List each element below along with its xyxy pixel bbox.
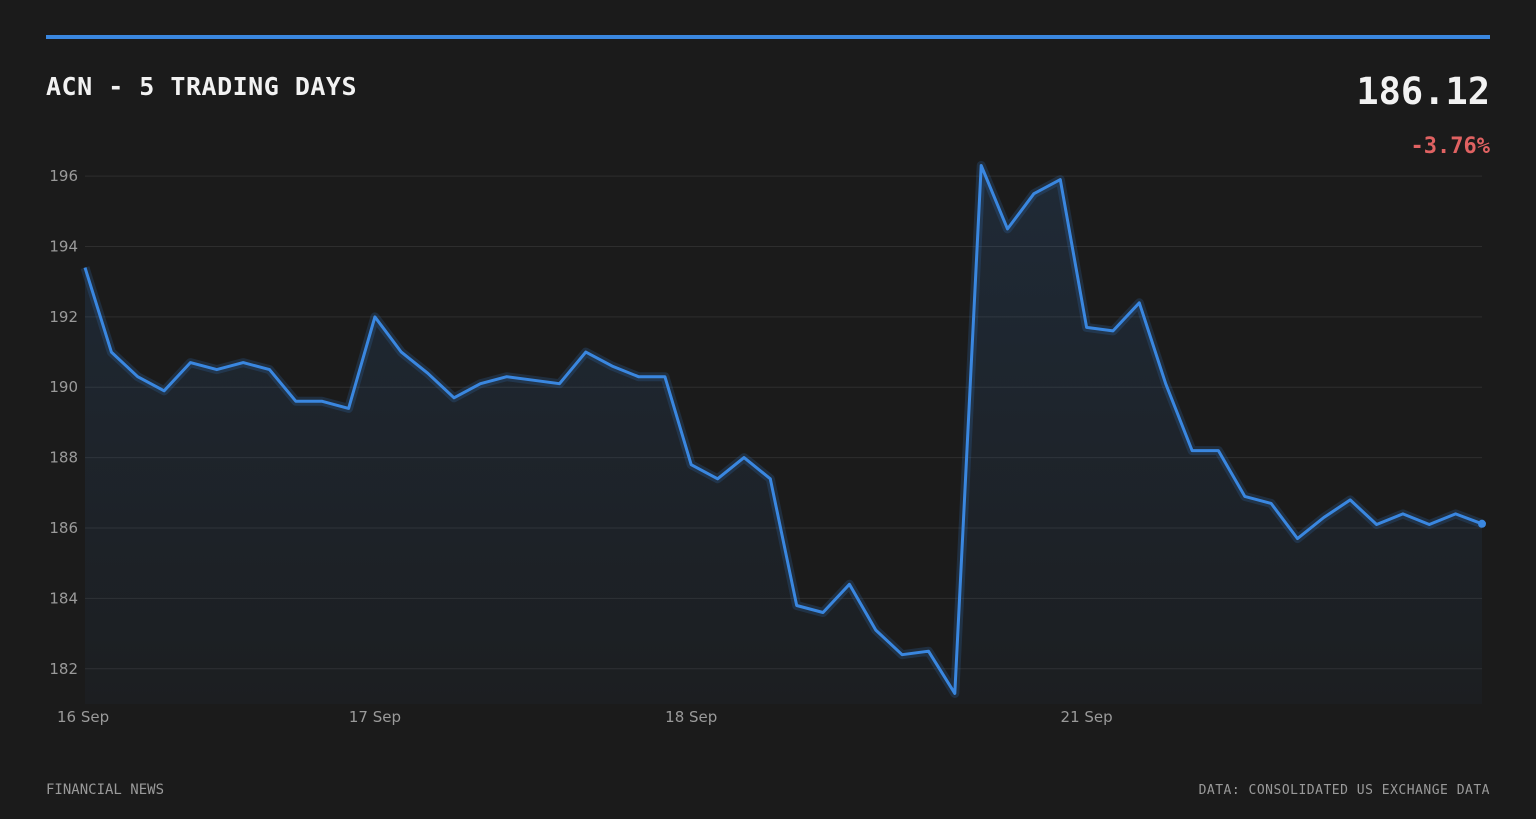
price-change: -3.76%	[1410, 134, 1490, 159]
price-area	[85, 165, 1482, 704]
y-tick-label: 196	[49, 167, 78, 185]
source-label: FINANCIAL NEWS	[46, 782, 165, 798]
x-tick-label: 18 Sep	[665, 708, 717, 726]
x-tick-label: 21 Sep	[1061, 708, 1113, 726]
chart-title: ACN - 5 TRADING DAYS	[46, 72, 358, 101]
x-tick-label: 17 Sep	[349, 708, 401, 726]
price-points	[1478, 519, 1486, 528]
y-axis-ticks: 182 184 186 188 190 192 194 196	[49, 167, 78, 678]
y-tick-label: 194	[49, 237, 78, 255]
x-tick-label: 16 Sep	[57, 708, 109, 726]
price-line	[83, 164, 1483, 695]
y-tick-label: 192	[49, 308, 78, 326]
y-tick-label: 190	[49, 378, 78, 396]
y-tick-label: 188	[49, 449, 78, 467]
y-tick-label: 186	[49, 519, 78, 537]
y-tick-label: 182	[49, 660, 78, 678]
y-tick-label: 184	[49, 589, 78, 607]
current-price: 186.12	[1356, 70, 1490, 113]
data-credit: DATA: CONSOLIDATED US EXCHANGE DATA	[1198, 783, 1490, 798]
x-axis-ticks: 16 Sep 17 Sep 18 Sep 21 Sep	[57, 708, 1113, 726]
last-price-point	[1478, 519, 1486, 528]
top-accent-bar	[46, 35, 1490, 39]
